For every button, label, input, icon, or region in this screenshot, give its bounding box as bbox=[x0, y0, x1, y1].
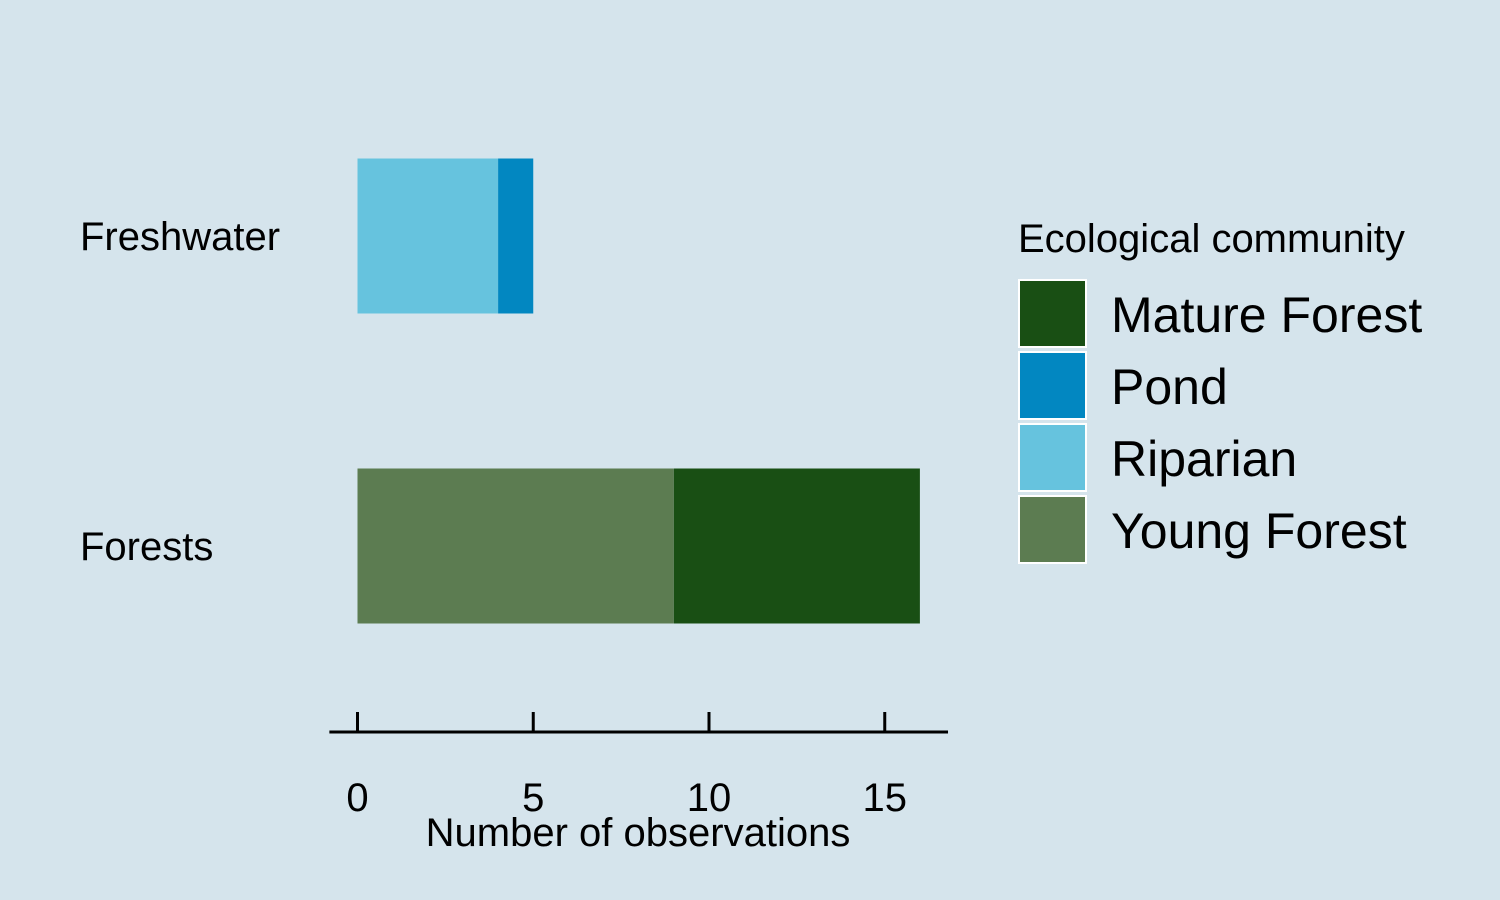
legend-swatch-riparian bbox=[1018, 423, 1087, 492]
category-label-freshwater: Freshwater bbox=[80, 215, 280, 259]
legend-label-young-forest: Young Forest bbox=[1111, 503, 1407, 559]
x-tick-label-0: 0 bbox=[346, 776, 368, 820]
legend-swatch-young-forest bbox=[1018, 495, 1087, 564]
legend-label-mature-forest: Mature Forest bbox=[1111, 287, 1422, 343]
bar-freshwater-pond bbox=[498, 158, 534, 314]
category-label-forests: Forests bbox=[80, 525, 213, 569]
category-labels: Freshwater Forests bbox=[80, 215, 280, 569]
legend-title: Ecological community bbox=[1018, 217, 1405, 261]
x-axis: 0 5 10 15 bbox=[329, 712, 949, 820]
bars-layer bbox=[357, 158, 920, 624]
legend-label-pond: Pond bbox=[1111, 359, 1228, 415]
x-tick-label-10: 10 bbox=[687, 776, 732, 820]
x-axis-title: Number of observations bbox=[426, 811, 851, 855]
bar-forests-mature-forest bbox=[673, 468, 920, 624]
legend: Ecological community Mature Forest Pond Ri… bbox=[1018, 217, 1422, 564]
x-tick-label-15: 15 bbox=[863, 776, 908, 820]
legend-swatch-mature-forest bbox=[1018, 279, 1087, 348]
bar-freshwater-riparian bbox=[357, 158, 499, 314]
x-tick-label-5: 5 bbox=[522, 776, 544, 820]
legend-swatch-pond bbox=[1018, 351, 1087, 420]
bar-forests-young-forest bbox=[357, 468, 674, 624]
legend-label-riparian: Riparian bbox=[1111, 431, 1297, 487]
